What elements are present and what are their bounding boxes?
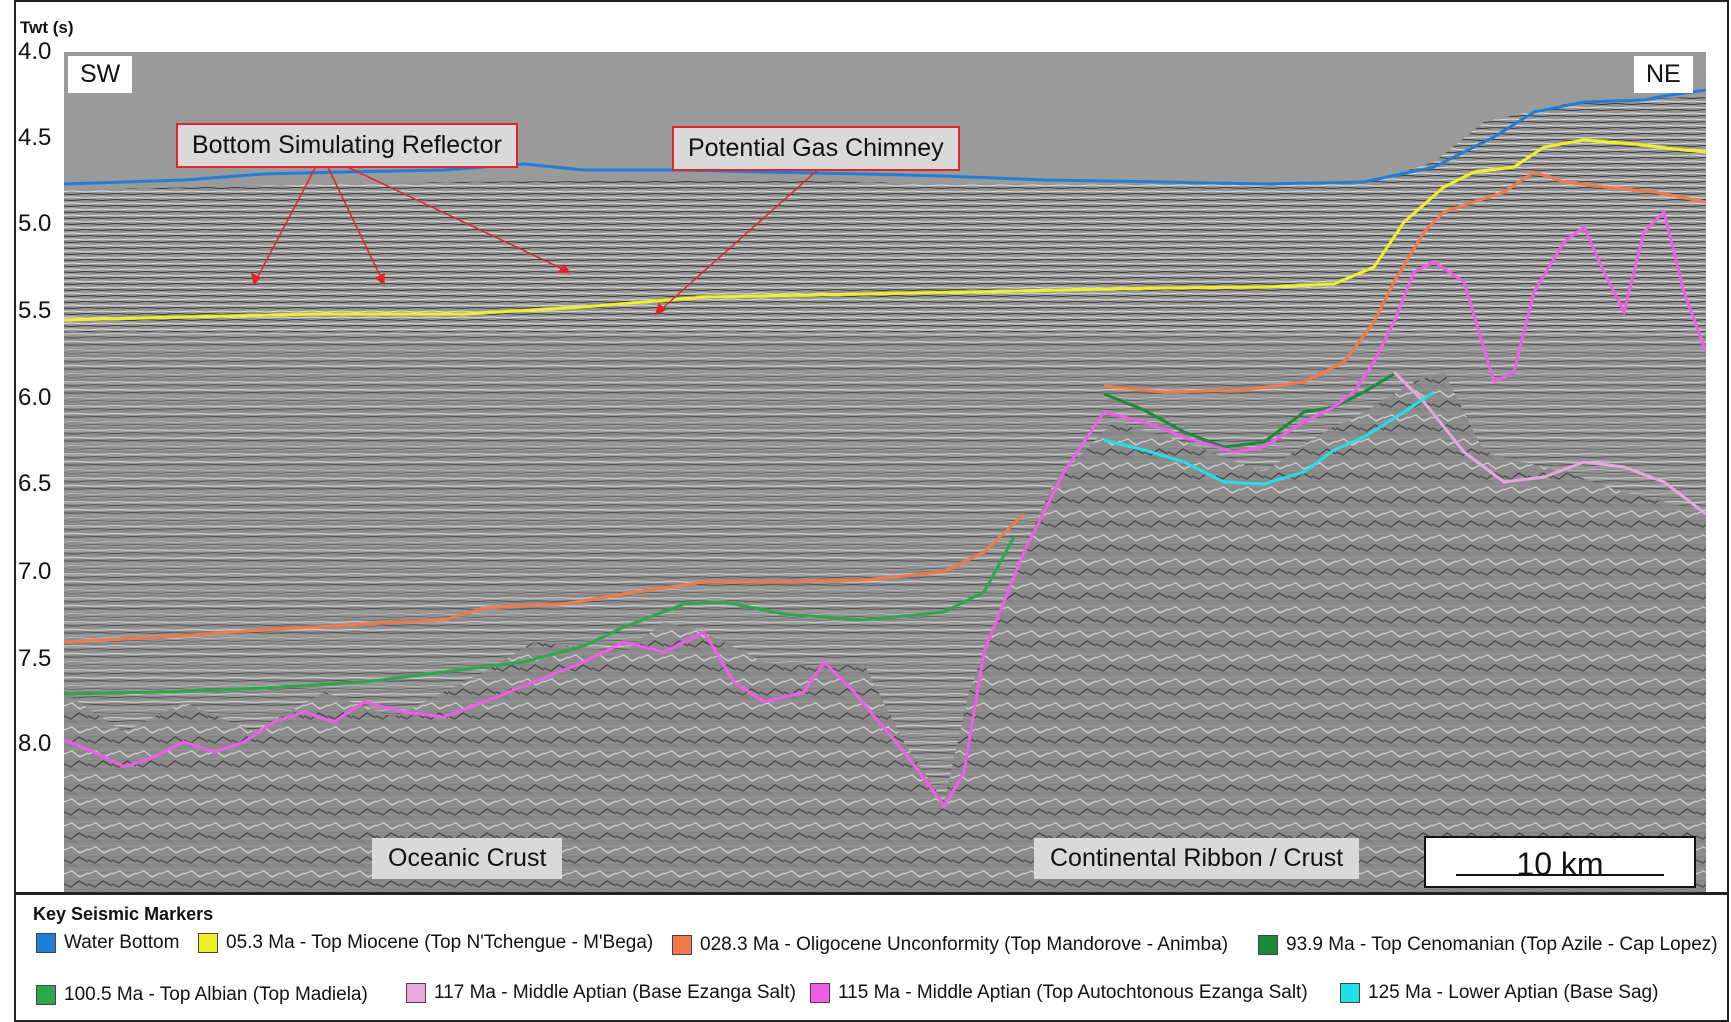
gas-chimney-callout: Potential Gas Chimney [672,126,960,171]
legend-item: 100.5 Ma - Top Albian (Top Madiela) [36,984,368,1006]
water-bottom-horizon [64,88,1706,186]
tick-label: 4.5 [18,124,52,151]
oceanic-crust-label: Oceanic Crust [372,838,563,879]
scale-bar: 10 km [1424,836,1696,888]
legend-item: 028.3 Ma - Oligocene Unconformity (Top M… [672,934,1228,956]
top-autochtonous-salt-horizon [64,209,1706,810]
top-albian-horizon [64,536,1016,696]
legend-label: 028.3 Ma - Oligocene Unconformity (Top M… [700,934,1229,955]
legend-label: 115 Ma - Middle Aptian (Top Autochtonous… [838,982,1308,1003]
legend-divider [14,892,1729,895]
figure-frame [14,0,1729,1022]
legend-item: 117 Ma - Middle Aptian (Base Ezanga Salt… [406,982,796,1004]
seismic-section [64,52,1706,892]
legend-swatch [198,933,218,953]
legend-swatch [36,933,56,953]
tick-label: 6.5 [18,470,52,497]
axis-title: Twt (s) [20,18,74,37]
scale-bar-line [1456,874,1664,876]
top-miocene-horizon [64,138,1706,322]
tick-label: 7.5 [18,645,52,672]
tick-label: 5.5 [18,297,52,324]
tick-label: 5.0 [18,210,52,237]
legend-item: Water Bottom [36,932,179,954]
scale-bar-label: 10 km [1516,846,1604,882]
legend-label: 117 Ma - Middle Aptian (Base Ezanga Salt… [434,982,796,1003]
legend-title: Key Seismic Markers [33,904,214,924]
tick-label: 8.0 [18,730,52,757]
legend-label: 100.5 Ma - Top Albian (Top Madiela) [64,984,368,1005]
legend-label: 93.9 Ma - Top Cenomanian (Top Azile - Ca… [1286,934,1718,955]
tick-label: 7.0 [18,558,52,585]
legend-swatch [810,983,830,1003]
legend-label: 125 Ma - Lower Aptian (Base Sag) [1368,982,1659,1003]
legend-swatch [36,985,56,1005]
bsr-callout: Bottom Simulating Reflector [176,123,518,168]
legend-item: 125 Ma - Lower Aptian (Base Sag) [1340,982,1658,1004]
orientation-ne: NE [1634,56,1693,93]
base-sag-horizon [1103,390,1435,486]
legend-item: 115 Ma - Middle Aptian (Top Autochtonous… [810,982,1308,1004]
legend-label: Water Bottom [64,932,180,953]
gas-chimney-arrow [654,156,833,316]
oligocene-unconformity-horizon [64,170,1706,644]
legend-swatch [1258,935,1278,955]
tick-label: 4.0 [18,38,52,65]
legend-label: 05.3 Ma - Top Miocene (Top N'Tchengue - … [226,932,654,953]
top-cenomanian-horizon [1103,372,1395,449]
continental-crust-label: Continental Ribbon / Crust [1034,838,1360,879]
legend-swatch [672,935,692,955]
legend-item: 93.9 Ma - Top Cenomanian (Top Azile - Ca… [1258,934,1718,956]
legend-swatch [1340,983,1360,1003]
base-ezanga-salt-horizon [1392,370,1706,516]
legend-swatch [406,983,426,1003]
legend-item: 05.3 Ma - Top Miocene (Top N'Tchengue - … [198,932,653,954]
tick-label: 6.0 [18,384,52,411]
bsr-arrows [250,154,571,286]
oceanic-basement [64,372,1706,892]
orientation-sw: SW [68,56,133,93]
